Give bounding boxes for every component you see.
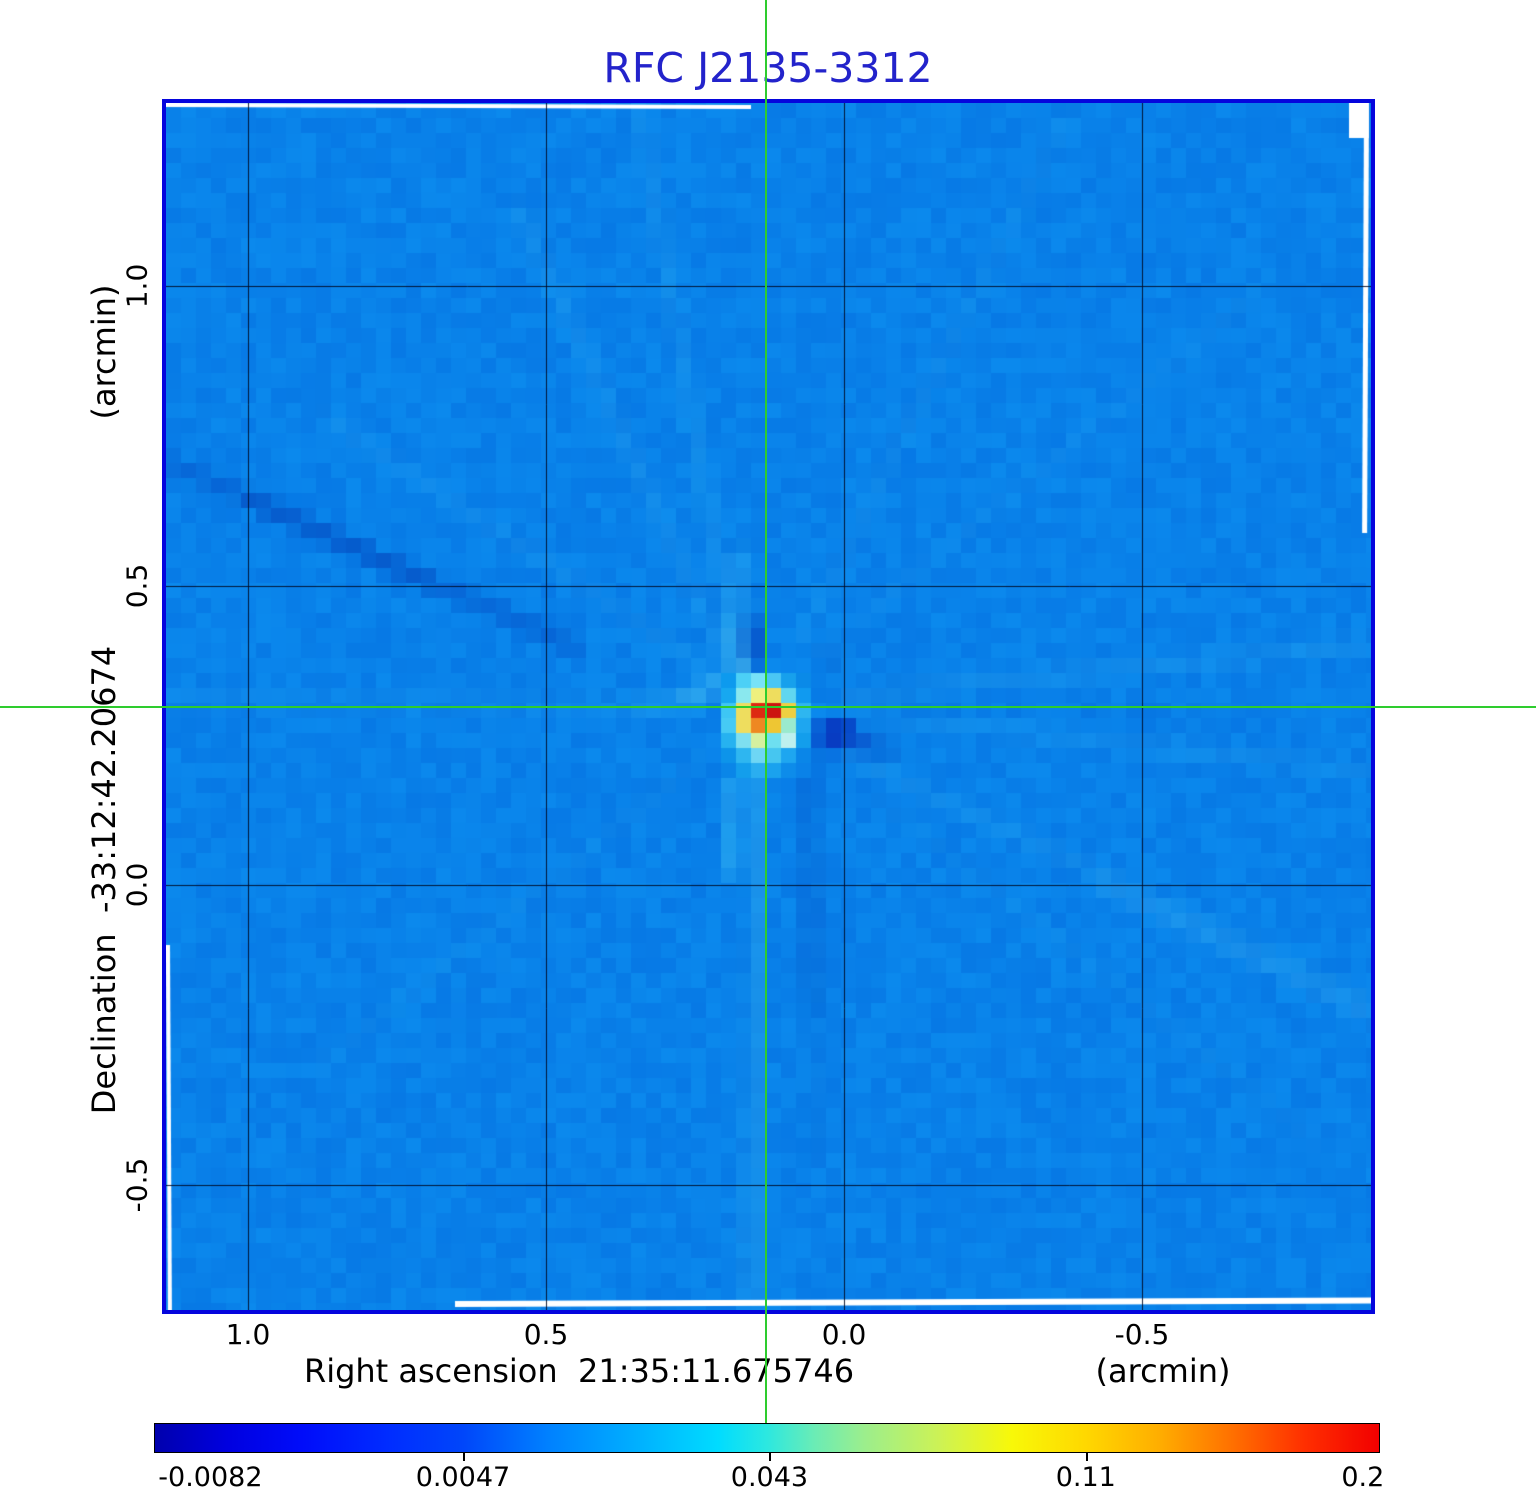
colorbar-gradient [154,1423,1380,1453]
plot-frame [162,99,1375,1314]
colorbar-label: 0.0047 [415,1462,511,1493]
y-tick-label: 0.5 [120,563,154,608]
y-axis-title: Declination -33:12:42.20674 [85,645,123,1115]
x-tick-label: 1.0 [225,1318,271,1351]
colorbar-label: 0.043 [730,1462,809,1493]
figure-title: RFC J2135-3312 [603,44,933,92]
x-axis-title: Right ascension 21:35:11.675746 [303,1352,855,1390]
y-tick-label: -0.5 [120,1157,154,1212]
y-tick-label: 0.0 [120,862,154,908]
colorbar-tick [462,1453,465,1461]
colorbar-label: -0.0082 [158,1462,263,1493]
colorbar-tick [1085,1453,1088,1461]
x-tick-label: 0.5 [523,1318,569,1351]
colorbar-tick [769,1453,772,1461]
x-axis-unit-label: (arcmin) [1095,1352,1231,1390]
x-tick-label: -0.5 [1114,1318,1170,1351]
y-axis-unit-label: (arcmin) [85,284,123,420]
colorbar-label: 0.2 [1341,1462,1385,1493]
sky-map-canvas [166,103,1371,1310]
x-tick-label: 0.0 [821,1318,867,1351]
colorbar-label: 0.11 [1055,1462,1116,1493]
y-tick-label: 1.0 [120,263,154,309]
